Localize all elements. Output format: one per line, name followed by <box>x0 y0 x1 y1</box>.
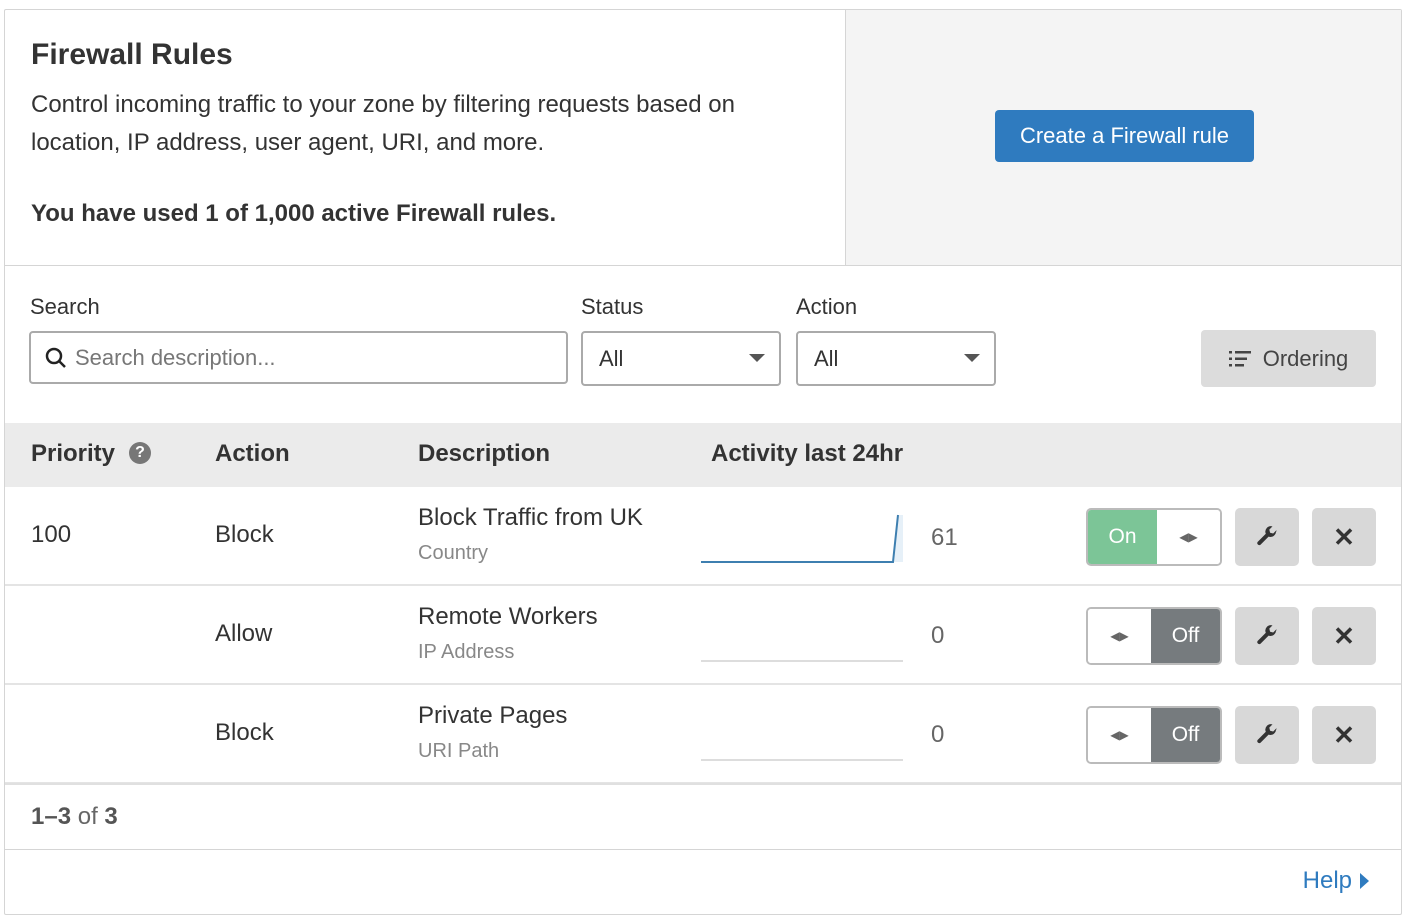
rule-enabled-toggle[interactable]: On ◀▶ <box>1086 508 1222 566</box>
edit-button[interactable] <box>1235 706 1299 764</box>
page-description: Control incoming traffic to your zone by… <box>31 91 735 156</box>
usage-text: You have used 1 of 1,000 active Firewall… <box>31 200 557 227</box>
column-priority-label: Priority <box>31 440 116 467</box>
search-icon <box>45 347 66 368</box>
edit-button[interactable] <box>1235 508 1299 566</box>
delete-button[interactable]: ✕ <box>1312 706 1376 764</box>
rule-type: URI Path <box>418 740 500 762</box>
activity-count: 0 <box>931 721 945 748</box>
activity-count: 0 <box>931 622 945 649</box>
create-rule-button[interactable]: Create a Firewall rule <box>995 110 1254 162</box>
caret-right-icon <box>1360 873 1369 889</box>
action-label: Action <box>796 294 858 319</box>
table-row: Block Private Pages URI Path 0 ◀▶ Off ✕ <box>5 685 1401 784</box>
toggle-label: On <box>1088 510 1157 564</box>
firewall-rules-card: Firewall Rules Control incoming traffic … <box>4 9 1402 915</box>
toggle-handle-icon: ◀▶ <box>1088 708 1151 762</box>
rule-action: Allow <box>215 620 273 647</box>
toggle-handle-icon: ◀▶ <box>1157 510 1220 564</box>
help-label: Help <box>1302 867 1352 894</box>
close-icon: ✕ <box>1333 719 1355 750</box>
close-icon: ✕ <box>1333 620 1355 651</box>
column-priority[interactable]: Priority? <box>31 440 152 468</box>
wrench-icon <box>1257 724 1277 744</box>
ordering-label: Ordering <box>1262 345 1349 371</box>
help-link[interactable]: Help <box>1303 867 1369 895</box>
status-select[interactable]: All <box>581 331 781 386</box>
column-action: Action <box>215 440 290 467</box>
chevron-down-icon <box>749 354 765 362</box>
table-row: 100 Block Block Traffic from UK Country … <box>5 487 1401 586</box>
close-icon: ✕ <box>1333 521 1355 552</box>
search-field[interactable] <box>29 331 568 384</box>
activity-sparkline <box>701 660 903 662</box>
pagination: 1–3 of 3 <box>5 783 1401 850</box>
rule-type: Country <box>418 542 489 564</box>
rule-enabled-toggle[interactable]: ◀▶ Off <box>1086 607 1222 665</box>
search-input[interactable] <box>75 344 555 371</box>
edit-button[interactable] <box>1235 607 1299 665</box>
rule-priority: 100 <box>31 521 72 548</box>
rule-action: Block <box>215 719 274 746</box>
activity-sparkline <box>701 514 903 563</box>
header-section: Firewall Rules Control incoming traffic … <box>5 10 1401 266</box>
sparkline-line <box>701 514 899 563</box>
table-header: Priority? Action Description Activity la… <box>5 423 1401 487</box>
chevron-down-icon <box>964 354 980 362</box>
help-icon[interactable]: ? <box>129 442 152 464</box>
list-icon <box>1228 350 1251 366</box>
rule-description[interactable]: Block Traffic from UK <box>418 504 643 531</box>
table-row: Allow Remote Workers IP Address 0 ◀▶ Off … <box>5 586 1401 685</box>
action-select[interactable]: All <box>796 331 996 386</box>
column-activity: Activity last 24hr <box>711 440 904 467</box>
pagination-of: of <box>77 803 98 830</box>
toggle-label: Off <box>1151 609 1220 663</box>
rule-description[interactable]: Private Pages <box>418 702 568 729</box>
column-description: Description <box>418 440 551 467</box>
delete-button[interactable]: ✕ <box>1312 607 1376 665</box>
wrench-icon <box>1257 625 1277 645</box>
action-value: All <box>814 346 839 371</box>
status-label: Status <box>581 294 644 319</box>
toggle-handle-icon: ◀▶ <box>1088 609 1151 663</box>
header-actions: Create a Firewall rule <box>845 10 1401 265</box>
filters: Search Status All Action All Ordering <box>5 266 1401 423</box>
rule-type: IP Address <box>418 641 515 663</box>
wrench-icon <box>1257 526 1277 546</box>
status-value: All <box>599 346 624 371</box>
rule-description[interactable]: Remote Workers <box>418 603 598 630</box>
delete-button[interactable]: ✕ <box>1312 508 1376 566</box>
activity-sparkline <box>701 759 903 761</box>
rule-enabled-toggle[interactable]: ◀▶ Off <box>1086 706 1222 764</box>
page-title: Firewall Rules <box>31 38 233 71</box>
pagination-range: 1–3 <box>31 803 72 830</box>
pagination-total: 3 <box>104 803 118 830</box>
ordering-button[interactable]: Ordering <box>1201 330 1376 387</box>
search-label: Search <box>30 294 100 319</box>
header-info: Firewall Rules Control incoming traffic … <box>5 10 845 265</box>
activity-count: 61 <box>931 524 958 551</box>
toggle-label: Off <box>1151 708 1220 762</box>
rule-action: Block <box>215 521 274 548</box>
